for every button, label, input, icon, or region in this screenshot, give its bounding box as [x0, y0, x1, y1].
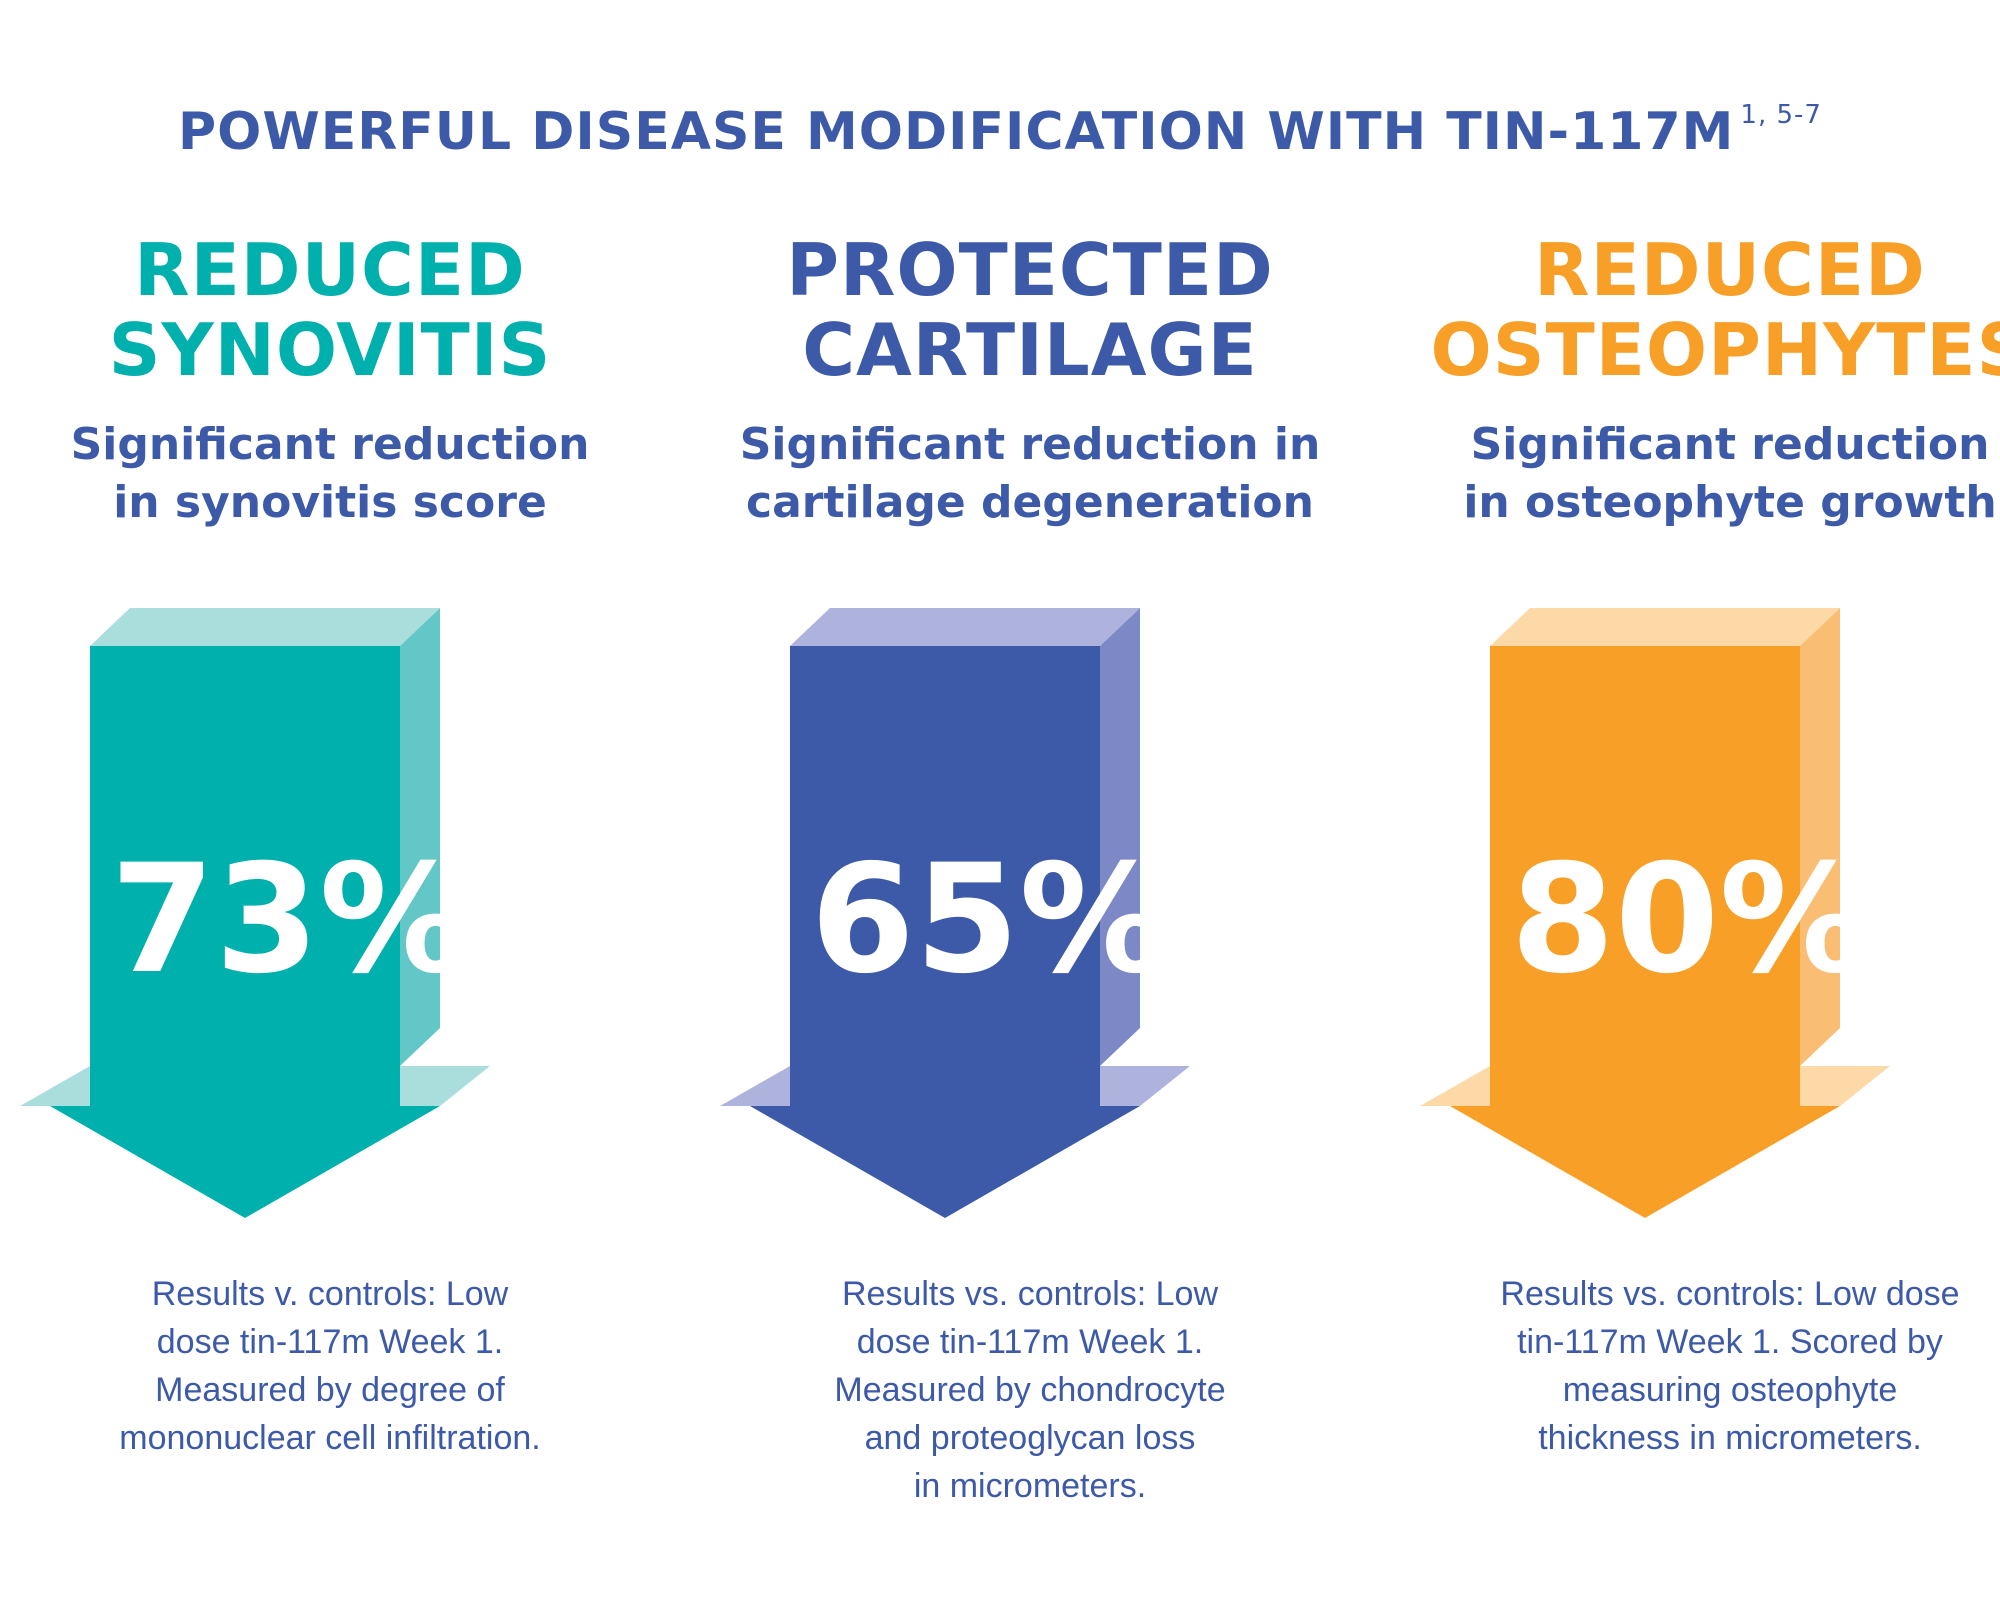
stat-footnote-line: Results v. controls: Low: [151, 1275, 509, 1313]
reference-superscript: 1, 5-7: [1740, 100, 1822, 130]
arrow-side-face: [1800, 608, 1840, 1066]
stat-percent: 65%: [810, 833, 1170, 1007]
stat-footnote: Results vs. controls: Low dose tin-117m …: [720, 1270, 1340, 1510]
down-arrow-icon: [720, 608, 1190, 1218]
stat-subtitle-line1: Significant reduction in: [739, 419, 1321, 470]
stat-subtitle: Significant reduction in cartilage degen…: [720, 416, 1340, 532]
down-arrow-graphic: 65%: [720, 608, 1340, 1258]
stat-title-line2: SYNOVITIS: [108, 308, 552, 392]
stat-footnote-line: tin-117m Week 1. Scored by: [1517, 1323, 1943, 1361]
arrow-wing-face: [1420, 1066, 1490, 1106]
stat-column-cartilage: PROTECTED CARTILAGE Significant reductio…: [720, 230, 1340, 1530]
arrow-wing-face: [720, 1066, 790, 1106]
stat-title: REDUCED SYNOVITIS: [20, 230, 640, 390]
stat-subtitle-line2: in osteophyte growth: [1463, 477, 1997, 528]
stat-footnote: Results vs. controls: Low dose tin-117m …: [1420, 1270, 2000, 1462]
arrow-front-face: [50, 646, 440, 1218]
arrow-side-face: [1100, 608, 1140, 1066]
stat-footnote-line: measuring osteophyte: [1562, 1371, 1898, 1409]
stat-title: PROTECTED CARTILAGE: [720, 230, 1340, 390]
stat-footnote-line: Results vs. controls: Low dose: [1500, 1275, 1960, 1313]
stat-title: REDUCED OSTEOPHYTES: [1420, 230, 2000, 390]
stat-title-line1: REDUCED: [1534, 228, 1926, 312]
stat-footnote: Results v. controls: Low dose tin-117m W…: [20, 1270, 640, 1462]
arrow-wing-face-right: [1100, 1066, 1190, 1106]
stat-footnote-line: mononuclear cell infiltration.: [119, 1419, 541, 1457]
arrow-side-face: [400, 608, 440, 1066]
stat-subtitle-line2: in synovitis score: [113, 477, 547, 528]
down-arrow-icon: [20, 608, 490, 1218]
stat-subtitle-line2: cartilage degeneration: [746, 477, 1314, 528]
arrow-top-face: [790, 608, 1140, 646]
arrow-wing-face-right: [1800, 1066, 1890, 1106]
page-title: POWERFUL DISEASE MODIFICATION WITH TIN-1…: [0, 100, 2000, 162]
stat-footnote-line: and proteoglycan loss: [864, 1419, 1196, 1457]
stat-column-osteophytes: REDUCED OSTEOPHYTES Significant reductio…: [1420, 230, 2000, 1530]
arrow-front-face: [750, 646, 1140, 1218]
stat-footnote-line: dose tin-117m Week 1.: [156, 1323, 504, 1361]
stat-title-line1: PROTECTED: [786, 228, 1274, 312]
down-arrow-graphic: 80%: [1420, 608, 2000, 1258]
arrow-top-face: [1490, 608, 1840, 646]
down-arrow-icon: [1420, 608, 1890, 1218]
stat-subtitle: Significant reduction in osteophyte grow…: [1420, 416, 2000, 532]
stat-subtitle: Significant reduction in synovitis score: [20, 416, 640, 532]
stat-title-line2: CARTILAGE: [802, 308, 1258, 392]
stat-title-line2: OSTEOPHYTES: [1430, 308, 2000, 392]
arrow-top-face: [90, 608, 440, 646]
stat-percent: 80%: [1510, 833, 1870, 1007]
stat-footnote-line: thickness in micrometers.: [1538, 1419, 1922, 1457]
stat-percent: 73%: [110, 833, 470, 1007]
arrow-wing-face-right: [400, 1066, 490, 1106]
stat-footnote-line: Measured by chondrocyte: [834, 1371, 1226, 1409]
stat-column-synovitis: REDUCED SYNOVITIS Significant reduction …: [20, 230, 640, 1530]
stat-subtitle-line1: Significant reduction: [70, 419, 590, 470]
stat-subtitle-line1: Significant reduction: [1470, 419, 1990, 470]
stat-title-line1: REDUCED: [134, 228, 526, 312]
stat-footnote-line: in micrometers.: [913, 1467, 1147, 1505]
stat-footnote-line: Results vs. controls: Low: [841, 1275, 1219, 1313]
page-title-text: POWERFUL DISEASE MODIFICATION WITH TIN-1…: [178, 102, 1735, 162]
stat-footnote-line: Measured by degree of: [155, 1371, 505, 1409]
down-arrow-graphic: 73%: [20, 608, 640, 1258]
stat-footnote-line: dose tin-117m Week 1.: [856, 1323, 1204, 1361]
arrow-front-face: [1450, 646, 1840, 1218]
arrow-wing-face: [20, 1066, 90, 1106]
